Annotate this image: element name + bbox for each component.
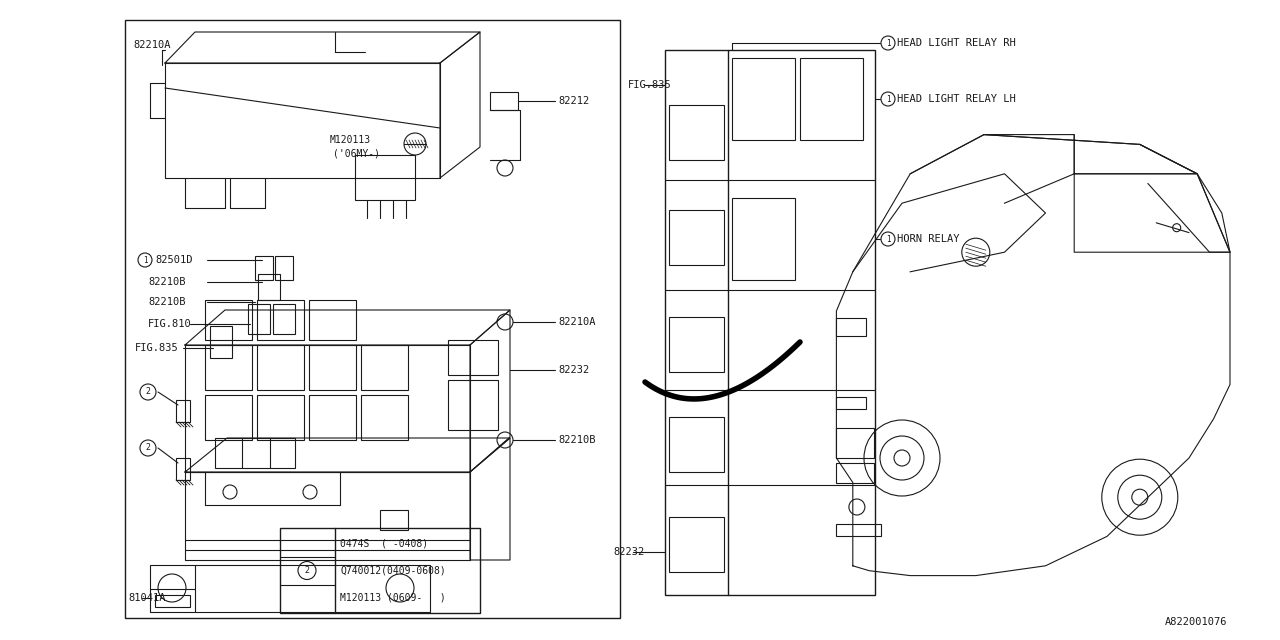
Text: 82210B: 82210B [558, 435, 595, 445]
Text: 0474S  ( -0408): 0474S ( -0408) [340, 538, 428, 548]
Text: 1: 1 [886, 95, 891, 104]
Bar [490, 92, 518, 110]
Bar [361, 395, 408, 440]
Text: HORN RELAY: HORN RELAY [897, 234, 960, 244]
Bar [669, 517, 724, 572]
Text: M120113: M120113 [330, 135, 371, 145]
Bar [836, 524, 882, 536]
Bar [836, 428, 874, 458]
Bar [125, 20, 620, 618]
Bar [177, 400, 189, 422]
Text: 1: 1 [886, 234, 891, 243]
Text: 2: 2 [146, 387, 151, 397]
Bar [257, 345, 305, 390]
Text: FIG.835: FIG.835 [628, 80, 672, 90]
Text: 82210A: 82210A [558, 317, 595, 327]
Text: 1: 1 [142, 255, 147, 264]
Bar [732, 58, 795, 140]
Bar [150, 565, 430, 612]
Text: 81041A: 81041A [128, 593, 165, 603]
Text: A822001076: A822001076 [1165, 617, 1228, 627]
Bar [205, 300, 252, 340]
Bar [669, 105, 724, 160]
Bar [355, 155, 415, 200]
Text: ('06MY-): ('06MY-) [333, 148, 380, 158]
Bar [666, 50, 876, 595]
Text: FIG.835: FIG.835 [134, 343, 179, 353]
Bar [836, 463, 874, 483]
Bar [361, 345, 408, 390]
Text: FIG.810: FIG.810 [148, 319, 192, 329]
Text: 82210B: 82210B [148, 277, 186, 287]
Bar [308, 345, 356, 390]
Bar [380, 510, 408, 530]
Bar [275, 256, 293, 280]
Text: 82210B: 82210B [148, 297, 186, 307]
Bar [210, 326, 232, 358]
Bar [273, 304, 294, 334]
Text: HEAD LIGHT RELAY RH: HEAD LIGHT RELAY RH [897, 38, 1016, 48]
Bar [448, 380, 498, 430]
Text: 2: 2 [305, 566, 310, 575]
Text: M120113 (0609-   ): M120113 (0609- ) [340, 593, 445, 603]
Text: 1: 1 [886, 38, 891, 47]
Bar [257, 395, 305, 440]
Bar [308, 300, 356, 340]
Text: Q740012(0409-0608): Q740012(0409-0608) [340, 566, 445, 575]
Text: 82212: 82212 [558, 96, 589, 106]
Bar [732, 198, 795, 280]
Bar [836, 317, 867, 335]
Bar [155, 595, 189, 607]
Bar [215, 438, 294, 468]
Bar [836, 397, 867, 409]
Text: 82501D: 82501D [155, 255, 192, 265]
Text: 82210A: 82210A [133, 40, 170, 50]
Text: 82232: 82232 [558, 365, 589, 375]
Text: HEAD LIGHT RELAY LH: HEAD LIGHT RELAY LH [897, 94, 1016, 104]
Bar [308, 395, 356, 440]
Bar [800, 58, 863, 140]
Bar [205, 345, 252, 390]
Bar [255, 256, 273, 280]
Bar [280, 528, 480, 613]
Text: 2: 2 [146, 444, 151, 452]
Bar [669, 417, 724, 472]
Bar [177, 458, 189, 480]
Bar [248, 304, 270, 334]
Text: 82232: 82232 [613, 547, 644, 557]
Bar [448, 340, 498, 375]
Bar [259, 274, 280, 300]
Bar [205, 395, 252, 440]
Bar [669, 210, 724, 265]
Bar [669, 317, 724, 372]
Bar [257, 300, 305, 340]
